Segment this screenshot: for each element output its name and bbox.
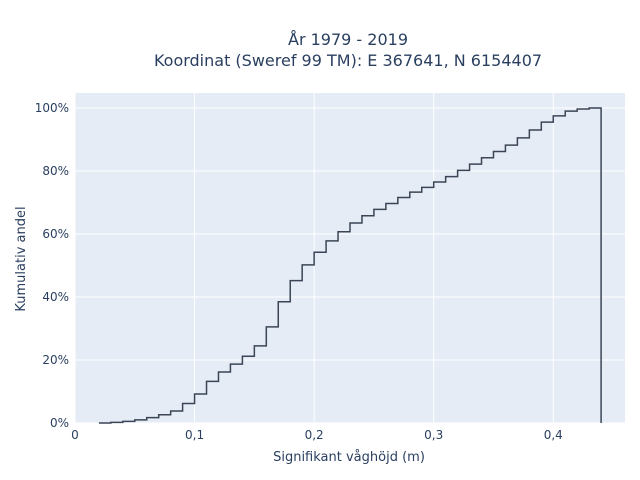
cumulative-series-line	[98, 107, 602, 424]
y-tick-label: 60%	[42, 227, 69, 241]
y-tick-label: 0%	[50, 416, 69, 430]
y-tick-label: 40%	[42, 290, 69, 304]
x-axis-title: Signifikant våghöjd (m)	[273, 450, 425, 465]
plot-background	[75, 93, 625, 423]
chart-title-line-2: Koordinat (Sweref 99 TM): E 367641, N 61…	[154, 51, 542, 70]
x-tick-label: 0,4	[544, 428, 563, 442]
chart-title-line-1: År 1979 - 2019	[288, 30, 408, 49]
y-axis-title: Kumulativ andel	[14, 206, 29, 311]
x-tick-label: 0,2	[305, 428, 324, 442]
y-tick-label: 80%	[42, 164, 69, 178]
x-tick-label: 0,1	[185, 428, 204, 442]
grid-lines	[74, 93, 625, 424]
x-tick-label: 0	[71, 428, 79, 442]
series-layer	[98, 107, 602, 424]
tick-labels: 0 0,1 0,2 0,3 0,4 0% 20% 40% 60% 80% 100%	[35, 101, 563, 442]
x-tick-label: 0,3	[424, 428, 443, 442]
y-tick-label: 20%	[42, 353, 69, 367]
y-tick-label: 100%	[35, 101, 69, 115]
